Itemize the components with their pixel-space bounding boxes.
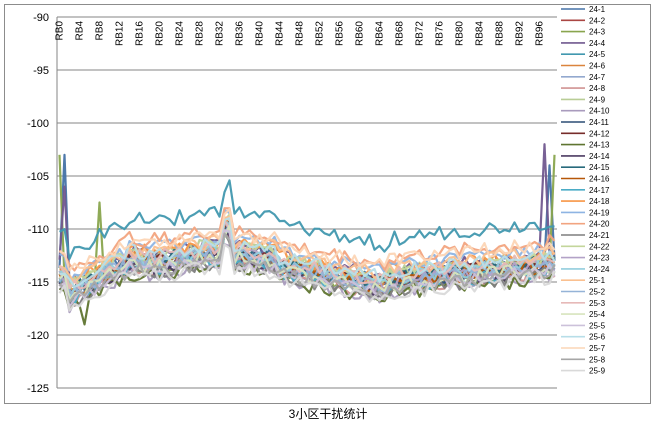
legend-label: 24-3 — [589, 28, 606, 37]
legend-label: 24-11 — [589, 118, 609, 127]
x-tick-label: RB56 — [335, 21, 346, 46]
y-tick-label: -120 — [27, 330, 49, 342]
legend-label: 24-18 — [589, 197, 610, 206]
legend-label: 24-6 — [589, 62, 606, 71]
series-line-25-6 — [59, 217, 556, 288]
legend-label: 25-4 — [589, 310, 606, 319]
x-tick-label: RB44 — [275, 21, 286, 46]
series-line-25-8 — [58, 232, 556, 304]
x-tick-label: RB76 — [435, 21, 446, 46]
x-tick-label: RB20 — [155, 21, 166, 46]
legend-label: 24-1 — [589, 5, 606, 14]
x-tick-label: RB28 — [195, 21, 206, 46]
chart-frame — [4, 4, 651, 404]
series-line-25-9 — [58, 243, 556, 312]
x-tick-label: RB36 — [235, 21, 246, 46]
legend-label: 25-9 — [589, 367, 606, 376]
legend-label: 24-7 — [589, 73, 606, 82]
legend-label: 24-22 — [589, 242, 610, 251]
legend-label: 24-21 — [589, 231, 610, 240]
legend-label: 24-13 — [589, 141, 610, 150]
y-tick-label: -100 — [27, 118, 49, 130]
legend-label: 25-7 — [589, 344, 606, 353]
x-tick-label: RB92 — [515, 21, 526, 46]
y-tick-label: -110 — [28, 224, 49, 236]
legend-label: 24-24 — [589, 265, 610, 274]
x-tick-label: RB4 — [75, 21, 86, 41]
series-line-25-3 — [58, 219, 556, 290]
x-tick-label: RB16 — [135, 21, 146, 46]
series-line-24-5 — [58, 179, 555, 260]
x-tick-label: RB68 — [395, 21, 406, 46]
legend-label: 24-9 — [589, 95, 606, 104]
legend-label: 24-16 — [589, 175, 610, 184]
legend-label: 25-3 — [589, 299, 606, 308]
y-tick-label: -115 — [28, 277, 49, 289]
legend-label: 24-5 — [589, 50, 606, 59]
series-line-25-2 — [58, 219, 556, 299]
legend-label: 24-20 — [589, 220, 610, 229]
x-tick-label: RB80 — [455, 21, 466, 46]
x-tick-label: RB60 — [355, 21, 366, 46]
x-tick-label: RB84 — [475, 21, 486, 46]
legend-label: 25-8 — [589, 355, 606, 364]
x-tick-label: RB32 — [215, 21, 226, 46]
legend-label: 24-12 — [589, 129, 610, 138]
x-tick-label: RB52 — [315, 21, 326, 46]
y-tick-label: -125 — [27, 383, 49, 395]
legend-label: 24-14 — [589, 152, 610, 161]
x-tick-label: RB48 — [295, 21, 306, 46]
y-tick-label: -95 — [33, 65, 49, 77]
legend-label: 24-10 — [589, 107, 610, 116]
y-tick-label: -90 — [33, 12, 49, 24]
x-tick-label: RB64 — [375, 21, 386, 46]
x-tick-label: RB72 — [415, 21, 426, 46]
legend-label: 25-5 — [589, 321, 606, 330]
legend-label: 24-15 — [589, 163, 610, 172]
x-tick-label: RB96 — [535, 21, 546, 46]
legend-label: 24-2 — [589, 16, 606, 25]
series-line-25-7 — [59, 207, 556, 272]
chart-caption: 3小区干扰统计 — [288, 407, 368, 421]
x-tick-label: RB88 — [495, 21, 506, 46]
legend-label: 24-23 — [589, 254, 610, 263]
x-tick-label: RB24 — [175, 21, 186, 46]
legend-label: 24-4 — [589, 39, 606, 48]
legend-label: 25-1 — [589, 276, 606, 285]
legend-label: 25-6 — [589, 333, 606, 342]
legend-label: 24-19 — [589, 208, 610, 217]
legend-label: 25-2 — [589, 288, 606, 297]
x-tick-label: RB40 — [255, 21, 266, 46]
x-tick-label: RB8 — [95, 21, 106, 41]
x-tick-label: RB0 — [55, 21, 66, 41]
y-tick-label: -105 — [27, 171, 49, 183]
x-tick-label: RB12 — [115, 21, 126, 46]
legend-label: 24-17 — [589, 186, 610, 195]
legend-label: 24-8 — [589, 84, 606, 93]
